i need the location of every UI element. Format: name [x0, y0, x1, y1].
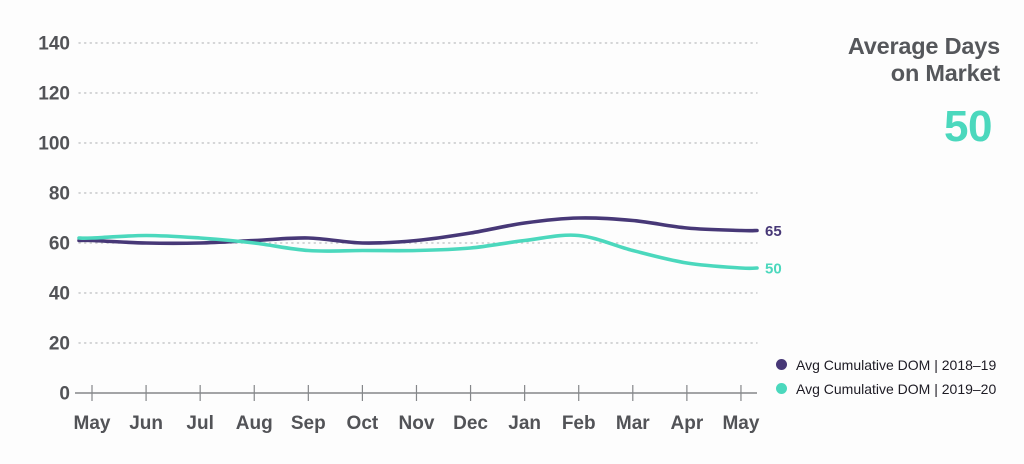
y-axis-label-80: 80: [49, 184, 70, 205]
x-axis-label-3: Aug: [236, 413, 273, 434]
x-axis-label-12: May: [722, 413, 759, 434]
legend-label-2019-20: Avg Cumulative DOM | 2019–20: [796, 380, 997, 397]
legend: Avg Cumulative DOM | 2018–19 Avg Cumulat…: [776, 356, 996, 397]
x-axis-label-11: Apr: [671, 413, 704, 434]
x-axis-label-10: Mar: [616, 413, 650, 434]
x-axis-label-2: Jul: [186, 413, 213, 434]
y-axis-label-40: 40: [49, 284, 70, 305]
x-axis-label-9: Feb: [562, 413, 596, 434]
y-axis-label-140: 140: [38, 34, 70, 55]
series-line-0: [77, 216, 759, 246]
legend-label-2018-19: Avg Cumulative DOM | 2018–19: [796, 356, 997, 373]
chart-title-line2: on Market: [890, 60, 1000, 86]
y-axis-label-60: 60: [49, 234, 70, 255]
x-axis-label-6: Nov: [399, 413, 435, 434]
x-axis-label-8: Jan: [508, 413, 541, 434]
y-axis-label-0: 0: [59, 384, 70, 405]
x-axis-label-4: Sep: [291, 413, 326, 434]
y-axis-label-100: 100: [38, 134, 70, 155]
x-axis-label-0: May: [74, 413, 111, 434]
y-axis-label-120: 120: [38, 84, 70, 105]
x-axis-label-1: Jun: [129, 413, 163, 434]
legend-dot-2018-19-icon: [776, 359, 787, 370]
x-axis-label-5: Oct: [347, 413, 379, 434]
series-end-label-1: 50: [765, 261, 782, 278]
y-axis-label-20: 20: [49, 334, 70, 355]
series-line-1: [77, 233, 759, 271]
chart-title-line1: Average Days: [847, 33, 1000, 59]
series-end-label-0: 65: [765, 223, 782, 240]
legend-dot-2019-20-icon: [776, 383, 787, 394]
legend-item-2019-20: Avg Cumulative DOM | 2019–20: [776, 380, 996, 397]
chart-title: Average Days on Market: [740, 33, 1000, 87]
x-axis-label-7: Dec: [453, 413, 488, 434]
highlight-value: 50: [944, 102, 992, 151]
legend-item-2018-19: Avg Cumulative DOM | 2018–19: [776, 356, 996, 373]
